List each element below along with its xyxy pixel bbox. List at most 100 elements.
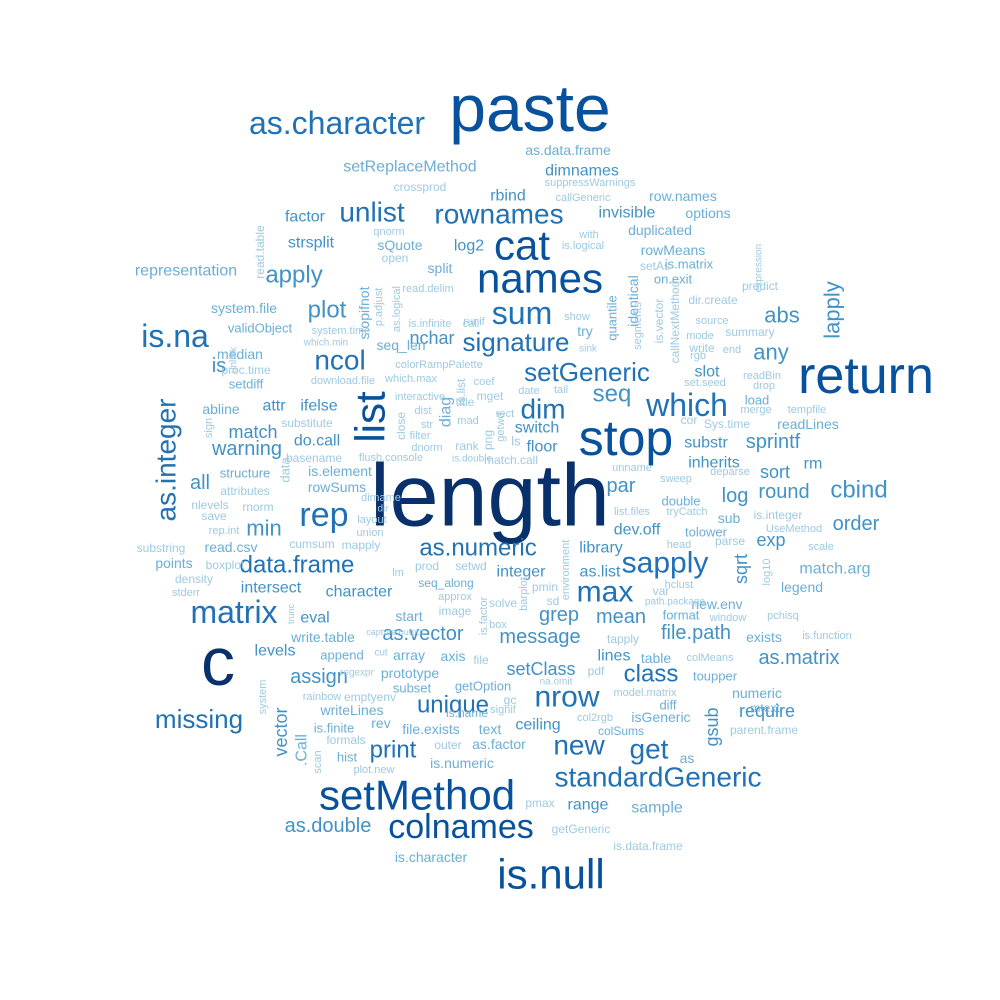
word-is-function: is.function	[802, 630, 852, 642]
word-call: call	[463, 318, 480, 330]
word-new-env: new.env	[691, 596, 742, 612]
word-substring: substring	[137, 541, 186, 555]
word-array: array	[393, 647, 425, 663]
word-stop: stop	[579, 410, 674, 466]
word-tempfile: tempfile	[788, 404, 827, 416]
word-head: head	[667, 539, 691, 551]
word-sweep: sweep	[660, 473, 692, 485]
word-validobject: validObject	[228, 321, 293, 336]
word-mode: mode	[686, 330, 714, 342]
word-sprintf: sprintf	[746, 431, 801, 453]
word-min: min	[246, 516, 281, 541]
word-exists: exists	[746, 629, 782, 645]
word-source: source	[695, 315, 728, 327]
word-lines: lines	[598, 648, 631, 665]
word-signif: signif	[490, 704, 517, 716]
word-cor: cor	[681, 413, 698, 427]
word-prototype: prototype	[381, 665, 440, 681]
word-return: return	[798, 347, 934, 405]
word-c: c	[201, 624, 235, 700]
word-substr: substr	[684, 435, 728, 452]
word-ls: ls	[511, 434, 521, 449]
word-data-frame: data.frame	[240, 552, 355, 579]
word-cumsum: cumsum	[289, 537, 334, 551]
word-inherits: inherits	[688, 455, 740, 472]
word-getoption: getOption	[455, 679, 511, 694]
word-matrix: matrix	[190, 594, 277, 630]
word-with: with	[578, 229, 599, 241]
word-mget: mget	[477, 389, 504, 403]
word-signature: signature	[463, 327, 570, 357]
word-parse: parse	[715, 534, 745, 548]
word-write: write	[688, 341, 715, 355]
word-rbind: rbind	[490, 188, 526, 205]
word-as-double: as.double	[285, 815, 372, 837]
word-sink: sink	[579, 344, 598, 355]
word-integer: integer	[497, 564, 547, 581]
word-scale: scale	[808, 541, 834, 553]
word-toupper: toupper	[693, 669, 738, 684]
word-row-names: row.names	[649, 188, 717, 204]
word-emptyenv: emptyenv	[344, 690, 396, 704]
word-is-numeric: is.numeric	[430, 755, 494, 771]
word-length: length	[370, 446, 610, 545]
word-proc-time: proc.time	[221, 363, 271, 377]
word-set-seed: set.seed	[684, 377, 726, 389]
word-start: start	[395, 608, 422, 624]
word-box: box	[489, 619, 507, 631]
word-image: image	[439, 604, 472, 618]
word-filter: filter	[410, 430, 431, 442]
word-quantile: quantile	[605, 295, 620, 341]
word-text: text	[479, 721, 502, 737]
word-window: window	[709, 612, 747, 624]
word-gsub: gsub	[702, 707, 722, 746]
word-capture-output: capture.output	[366, 627, 424, 637]
word-file-path: file.path	[661, 622, 731, 644]
word-scan: scan	[312, 750, 324, 773]
word-as-logical: as.logical	[391, 286, 403, 332]
word-setmethod: setMethod	[319, 772, 515, 819]
word-read-table: read.table	[253, 225, 267, 279]
word-rect: rect	[496, 408, 514, 420]
word-colnames: colnames	[388, 808, 534, 846]
word-system: system	[257, 680, 269, 715]
word-class: class	[624, 661, 679, 688]
word-flush-console: flush.console	[359, 452, 423, 464]
word-message: message	[499, 626, 580, 648]
word-read-csv: read.csv	[205, 539, 258, 555]
word-rm: rm	[804, 456, 823, 473]
word-mean: mean	[596, 606, 646, 628]
word-call: .Call	[294, 734, 311, 766]
word-as-matrix: as.matrix	[758, 647, 839, 669]
word-subset: subset	[393, 681, 432, 696]
word-seq-along: seq_along	[418, 576, 473, 590]
word-match-arg: match.arg	[799, 561, 870, 578]
word-ifelse: ifelse	[300, 398, 337, 415]
word-close: close	[394, 412, 408, 440]
word-is-name: is.name	[446, 706, 488, 720]
word-cat: cat	[494, 222, 550, 269]
word-formals: formals	[326, 733, 365, 747]
word-load: load	[745, 393, 770, 408]
word-usemethod: UseMethod	[766, 523, 822, 535]
word-try: try	[577, 323, 593, 339]
word-attr: attr	[262, 398, 286, 415]
word-dir: dir	[377, 504, 389, 515]
word-cbind: cbind	[830, 477, 887, 504]
word-rowmeans: rowMeans	[641, 242, 706, 258]
word-paste: paste	[449, 71, 610, 145]
word-segments: segments	[632, 302, 644, 350]
word-sign: sign	[203, 418, 215, 438]
word-double: double	[661, 494, 700, 509]
word-unlink: unlink	[229, 346, 240, 373]
word-seq-len: seq_len	[376, 337, 425, 353]
word-getgeneric: getGeneric	[552, 822, 611, 836]
word-abs: abs	[764, 303, 799, 328]
word-readlines: readLines	[777, 416, 839, 432]
word-factor: factor	[285, 209, 326, 226]
word-slot: slot	[695, 364, 720, 381]
word-path-package: path.package	[645, 597, 705, 608]
word-stopifnot: stopifnot	[356, 286, 372, 339]
word-tolower: tolower	[685, 525, 728, 540]
